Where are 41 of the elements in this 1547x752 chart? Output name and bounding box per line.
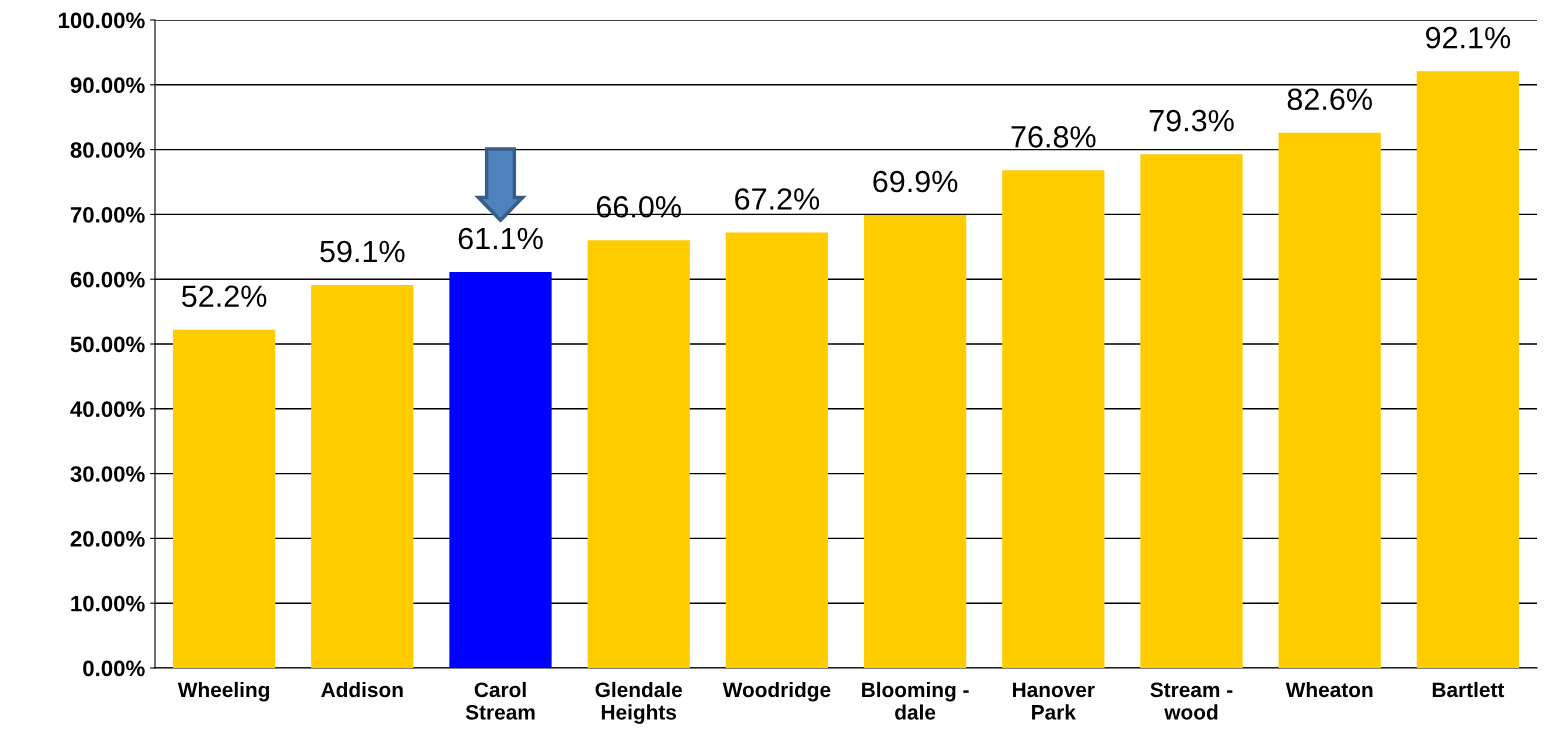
x-tick-label: Addison (321, 681, 403, 698)
data-label: 82.6% (1287, 88, 1372, 111)
y-tick-label: 20.00% (70, 530, 145, 547)
bar (172, 329, 276, 668)
y-tick-label: 10.00% (71, 595, 145, 612)
x-tick-label: Blooming - dale (862, 681, 969, 720)
bar (725, 232, 829, 668)
data-label: 66.0% (596, 195, 681, 218)
x-tick-label: Glendale Heights (595, 681, 682, 724)
y-tick-label: 40.00% (70, 401, 145, 418)
y-tick-label: 50.00% (70, 336, 145, 353)
x-tick-label: Bartlett (1432, 681, 1505, 698)
data-label: 79.3% (1149, 109, 1234, 132)
x-tick-label: Wheaton (1285, 681, 1373, 698)
x-tick-label: Hanover Park (1013, 682, 1095, 720)
bar (449, 272, 552, 668)
y-tick-label: 70.00% (70, 206, 145, 223)
y-tick-label: 80.00% (70, 142, 145, 158)
data-label: 67.2% (735, 188, 820, 210)
x-tick-label: Carol Stream (465, 681, 535, 720)
x-tick-label: Woodridge (722, 681, 831, 702)
bar (1416, 71, 1520, 668)
y-tick-label: 100.00% (58, 12, 145, 29)
bar (311, 285, 414, 668)
bar (1140, 154, 1243, 668)
data-label: 69.9% (873, 170, 958, 193)
data-label: 76.8% (1011, 125, 1096, 148)
x-tick-label: Wheeling (177, 681, 269, 702)
data-label: 92.1% (1426, 26, 1511, 49)
y-tick-label: 90.00% (70, 77, 145, 94)
bar (1002, 170, 1105, 668)
y-tick-label: 60.00% (70, 271, 145, 288)
bar (863, 215, 967, 668)
data-label: 59.1% (320, 240, 405, 263)
y-tick-label: 30.00% (70, 466, 145, 482)
bar (587, 240, 690, 668)
bar (1278, 132, 1381, 668)
y-tick-label: 0.00% (83, 660, 145, 677)
data-label: 52.2% (182, 285, 267, 308)
x-tick-label: Stream - wood (1150, 682, 1233, 720)
data-label: 61.1% (458, 227, 543, 250)
